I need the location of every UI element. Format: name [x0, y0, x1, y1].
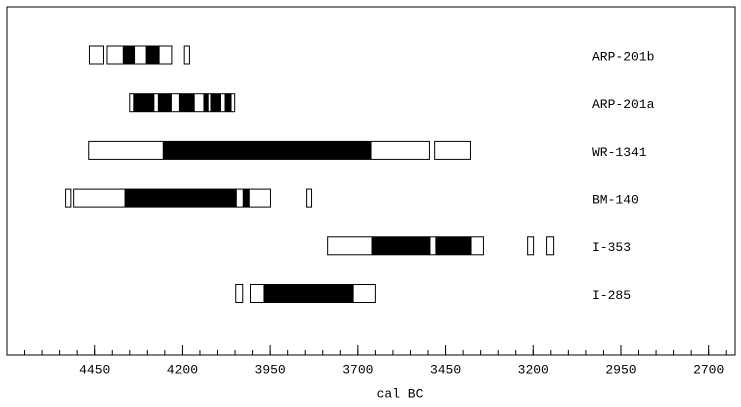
inner-range: [242, 189, 250, 208]
x-tick-label: 3950: [255, 362, 286, 377]
x-axis-label: cal BC: [377, 386, 424, 401]
x-tick-label: 3200: [518, 362, 549, 377]
outer-range: [527, 236, 535, 256]
series-label: ARP-201a: [592, 97, 655, 112]
inner-range: [162, 141, 372, 160]
x-tick-label: 2950: [605, 362, 636, 377]
outer-range: [306, 188, 313, 208]
x-tick-label: 3700: [342, 362, 373, 377]
inner-range: [224, 93, 232, 112]
series-label: I-353: [592, 240, 631, 255]
outer-range: [235, 284, 244, 303]
x-tick-label: 2700: [693, 362, 724, 377]
inner-range: [371, 236, 431, 255]
inner-range: [124, 189, 237, 208]
series-label: I-285: [592, 288, 631, 303]
inner-range: [145, 46, 160, 64]
outer-range: [65, 188, 72, 208]
outer-range: [183, 45, 190, 65]
outer-range: [546, 236, 555, 256]
plot-frame: [6, 6, 736, 356]
inner-range: [157, 93, 172, 112]
inner-range: [122, 46, 136, 64]
series-label: WR-1341: [592, 145, 647, 160]
outer-range: [88, 45, 104, 65]
x-tick-label: 3450: [430, 362, 461, 377]
x-tick-label: 4450: [79, 362, 110, 377]
inner-range: [435, 236, 472, 255]
inner-range: [210, 93, 222, 112]
inner-range: [133, 93, 155, 112]
outer-range: [434, 140, 471, 160]
series-label: BM-140: [592, 193, 639, 208]
outer-range: [106, 45, 173, 65]
inner-range: [263, 284, 354, 303]
x-tick-label: 4200: [167, 362, 198, 377]
series-label: ARP-201b: [592, 49, 654, 64]
inner-range: [203, 93, 209, 112]
inner-range: [178, 93, 195, 112]
